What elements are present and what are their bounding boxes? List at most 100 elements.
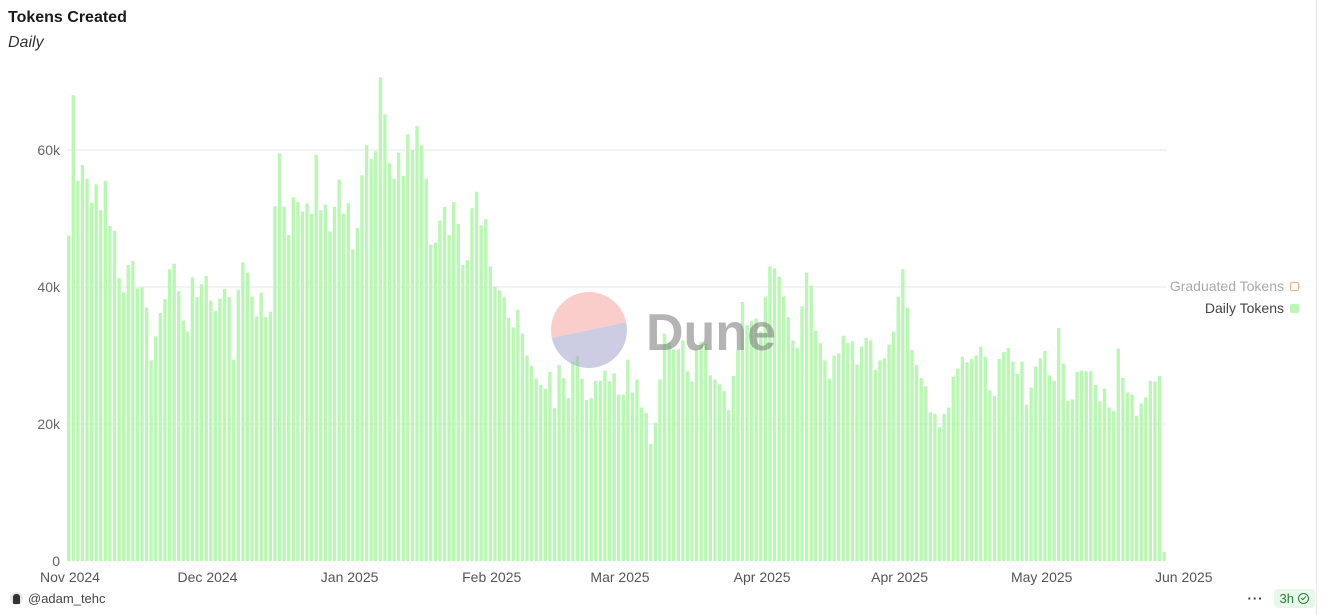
bar[interactable] — [296, 202, 300, 561]
bar[interactable] — [529, 365, 534, 561]
bar[interactable] — [167, 269, 172, 561]
bar[interactable] — [273, 206, 277, 562]
bar[interactable] — [777, 276, 781, 561]
bar[interactable] — [662, 333, 667, 561]
bar-series-daily-tokens[interactable] — [67, 77, 1166, 562]
bar[interactable] — [658, 379, 662, 562]
bar[interactable] — [122, 292, 126, 561]
bar[interactable] — [1079, 370, 1084, 561]
bar[interactable] — [1089, 371, 1093, 561]
bar[interactable] — [1121, 378, 1125, 562]
bar[interactable] — [708, 375, 713, 561]
bar[interactable] — [589, 397, 593, 561]
bar[interactable] — [846, 343, 850, 561]
bar[interactable] — [213, 310, 218, 562]
bar[interactable] — [195, 297, 199, 561]
bar[interactable] — [1002, 352, 1006, 561]
bar[interactable] — [351, 249, 355, 561]
bar[interactable] — [140, 287, 144, 561]
bar[interactable] — [218, 298, 222, 561]
bar[interactable] — [177, 291, 181, 561]
bar[interactable] — [736, 350, 740, 561]
bar[interactable] — [749, 321, 754, 561]
bar[interactable] — [484, 219, 488, 561]
bar[interactable] — [112, 230, 117, 561]
bar[interactable] — [1093, 384, 1098, 561]
bar[interactable] — [108, 226, 112, 561]
bar[interactable] — [1034, 366, 1038, 561]
bar[interactable] — [552, 408, 557, 561]
bar[interactable] — [1070, 399, 1075, 561]
bar[interactable] — [584, 400, 589, 561]
bar[interactable] — [759, 331, 763, 561]
bar[interactable] — [76, 180, 80, 561]
bar[interactable] — [374, 151, 378, 561]
bar[interactable] — [809, 285, 813, 561]
bar[interactable] — [309, 213, 314, 561]
bar[interactable] — [85, 178, 89, 561]
bar[interactable] — [672, 349, 676, 561]
bar[interactable] — [933, 413, 937, 562]
bar[interactable] — [841, 335, 845, 561]
bar[interactable] — [832, 355, 836, 562]
bar[interactable] — [928, 412, 933, 562]
bar[interactable] — [827, 378, 832, 561]
bar[interactable] — [653, 422, 658, 561]
bar[interactable] — [323, 204, 328, 562]
bar[interactable] — [149, 360, 153, 561]
bar[interactable] — [502, 297, 506, 561]
bar[interactable] — [717, 384, 722, 561]
bar[interactable] — [722, 391, 726, 561]
bar[interactable] — [910, 350, 914, 561]
bar[interactable] — [117, 278, 121, 561]
bar[interactable] — [919, 378, 923, 562]
bar[interactable] — [979, 346, 983, 562]
bar[interactable] — [1084, 371, 1088, 561]
bar[interactable] — [378, 77, 383, 561]
bar[interactable] — [1102, 388, 1107, 561]
bar[interactable] — [71, 95, 75, 561]
bar[interactable] — [479, 225, 483, 561]
bar[interactable] — [277, 153, 282, 561]
bar[interactable] — [1011, 361, 1015, 561]
bar[interactable] — [562, 378, 566, 562]
bar[interactable] — [158, 313, 163, 561]
bar[interactable] — [575, 356, 580, 561]
bar[interactable] — [914, 365, 919, 561]
bar[interactable] — [1112, 410, 1116, 562]
bar[interactable] — [699, 341, 703, 561]
bar[interactable] — [681, 340, 685, 561]
bar[interactable] — [598, 380, 603, 562]
bar[interactable] — [465, 260, 470, 561]
bar[interactable] — [983, 356, 988, 561]
bar[interactable] — [1057, 328, 1061, 561]
bar[interactable] — [635, 379, 639, 562]
bar[interactable] — [406, 134, 410, 561]
bar[interactable] — [126, 265, 130, 561]
bar[interactable] — [342, 213, 346, 561]
bar[interactable] — [232, 359, 236, 561]
bar[interactable] — [1061, 363, 1065, 561]
bar[interactable] — [135, 288, 140, 561]
bar[interactable] — [131, 260, 135, 561]
bar[interactable] — [264, 317, 268, 561]
bar[interactable] — [800, 306, 804, 561]
bar[interactable] — [433, 242, 438, 561]
bar[interactable] — [594, 380, 598, 562]
bar[interactable] — [415, 126, 419, 562]
bar[interactable] — [1125, 392, 1130, 561]
bar[interactable] — [997, 358, 1001, 561]
bar[interactable] — [497, 290, 502, 561]
bar[interactable] — [236, 289, 240, 561]
bar[interactable] — [1153, 381, 1157, 561]
bar[interactable] — [763, 296, 768, 561]
bar[interactable] — [685, 371, 690, 561]
bar[interactable] — [1024, 404, 1029, 561]
bar[interactable] — [438, 220, 442, 561]
bar[interactable] — [791, 340, 795, 561]
bar[interactable] — [387, 163, 392, 561]
bar[interactable] — [360, 175, 364, 561]
bar[interactable] — [470, 208, 474, 561]
bar[interactable] — [328, 231, 332, 561]
bar[interactable] — [383, 114, 387, 561]
